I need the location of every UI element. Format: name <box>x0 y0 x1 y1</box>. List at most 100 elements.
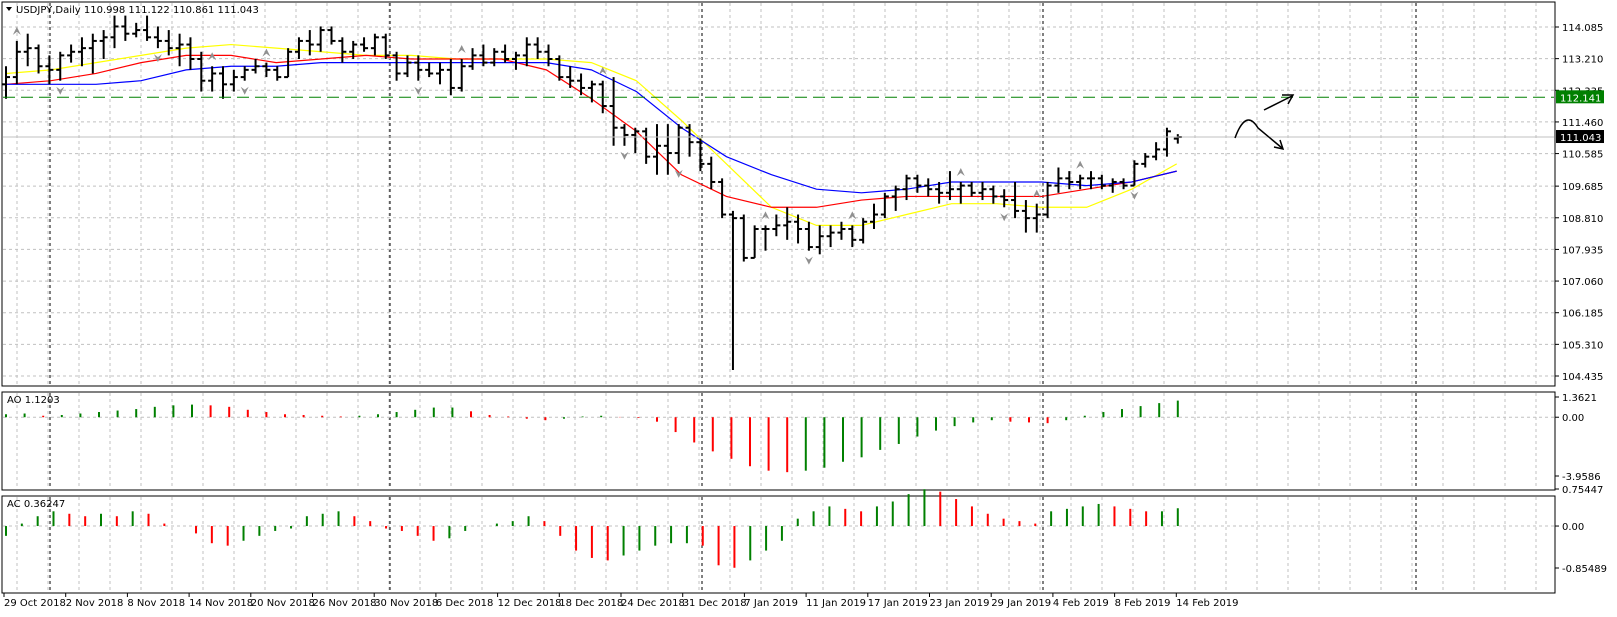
level-badge <box>1556 90 1604 104</box>
fractal-down-icon <box>804 256 813 265</box>
ohlc-bar <box>739 214 748 262</box>
x-axis: 29 Oct 2018 2 Nov 2018 8 Nov 2018 14 Nov 20… <box>3 593 1239 609</box>
price-tick-label: 108.810 <box>1562 214 1603 225</box>
ohlc-bar <box>229 69 238 92</box>
ac-label: AC 0.36247 <box>7 499 65 510</box>
price-tick-label: 109.685 <box>1562 182 1603 193</box>
dropdown-triangle-icon[interactable] <box>6 7 12 11</box>
fractal-up-icon <box>12 26 21 35</box>
ohlc-bar <box>945 171 954 201</box>
ohlc-bar <box>316 26 325 52</box>
ohlc-bar <box>414 55 423 81</box>
ohlc-bar <box>707 156 716 190</box>
x-tick-label: 29 Oct 2018 <box>4 598 66 609</box>
y-axes: 114.085113.210112.335111.460110.585109.6… <box>1555 23 1607 575</box>
ohlc-bar <box>522 37 531 67</box>
ohlc-bar <box>164 30 173 56</box>
ohlc-bar <box>696 138 705 172</box>
moving-average-line <box>5 54 1177 208</box>
ohlc-bar <box>99 30 108 60</box>
ohlc-bar <box>1162 127 1171 157</box>
forecast-up-line <box>1263 95 1293 111</box>
forecast-arrows <box>1234 94 1295 151</box>
ohlc-bar <box>587 80 596 103</box>
ohlc-bar <box>728 210 737 371</box>
price-levels <box>3 96 1554 138</box>
ohlc-bar <box>967 181 976 197</box>
ohlc-bar <box>1043 181 1052 219</box>
ohlc-bar <box>891 185 900 211</box>
ohlc-bar <box>544 44 553 67</box>
ohlc-bar <box>663 124 672 175</box>
ohlc-bar <box>88 33 97 74</box>
fractal-down-icon <box>1000 213 1009 222</box>
ohlc-bar <box>294 37 303 60</box>
ohlc-bar <box>327 26 336 45</box>
ohlc-bar <box>121 15 130 41</box>
fractal-down-icon <box>153 54 162 63</box>
ohlc-bar <box>175 33 184 67</box>
forecast-down-arrowhead <box>1273 139 1285 151</box>
ohlc-bar <box>197 51 206 92</box>
ohlc-bar <box>815 225 824 255</box>
moving-average-line <box>5 43 1178 226</box>
ohlc-bar <box>1065 171 1074 190</box>
ohlc-bar <box>446 59 455 96</box>
fractal-up-icon <box>457 45 466 54</box>
ohlc-bar <box>305 30 314 56</box>
x-tick-label: 30 Nov 2018 <box>374 598 438 609</box>
ohlc-bar <box>425 62 434 78</box>
ohlc-bar <box>262 62 271 78</box>
fractals <box>12 26 1139 265</box>
ohlc-bar <box>240 66 249 81</box>
ohlc-bar <box>880 192 889 219</box>
ohlc-bar <box>208 66 217 92</box>
x-tick-label: 31 Dec 2018 <box>683 598 747 609</box>
ohlc-bar <box>56 51 65 81</box>
ohlc-bar <box>555 55 564 81</box>
ohlc-bar <box>501 44 510 63</box>
ohlc-bar <box>1119 178 1128 190</box>
x-tick-label: 8 Nov 2018 <box>127 598 185 609</box>
ohlc-bar <box>761 225 770 251</box>
ohlc-bar <box>566 66 575 88</box>
indicator-tick-label: 0.75447 <box>1562 485 1603 496</box>
indicator-tick-label: -0.85489 <box>1562 564 1607 575</box>
x-tick-label: 4 Feb 2019 <box>1053 598 1109 609</box>
ohlc-bar <box>1108 178 1117 193</box>
x-tick-label: 8 Feb 2019 <box>1115 598 1171 609</box>
ohlc-bar <box>674 124 683 164</box>
price-tick-label: 107.935 <box>1562 245 1603 256</box>
ohlc-bar <box>1130 160 1139 187</box>
ohlc-bar <box>143 15 152 41</box>
x-tick-label: 18 Dec 2018 <box>559 598 623 609</box>
ohlc-bar <box>1000 189 1009 208</box>
ohlc-bar <box>631 127 640 154</box>
fractal-up-icon <box>598 66 607 75</box>
indicator-tick-label: 0.00 <box>1562 522 1584 533</box>
ohlc-bar <box>837 221 846 240</box>
ohlc-bar <box>1141 153 1150 168</box>
symbol-header: USDJPY,Daily 110.998 111.122 110.861 111… <box>16 5 259 16</box>
fractal-down-icon <box>56 86 65 95</box>
ohlc-bar <box>219 66 227 99</box>
ohlc-bar <box>153 26 162 49</box>
fractal-up-icon <box>262 48 271 57</box>
indicator-tick-label: -3.9586 <box>1562 472 1601 483</box>
level-badge-label: 112.141 <box>1560 93 1601 104</box>
ohlc-bar <box>902 174 911 201</box>
price-tick-label: 106.185 <box>1562 309 1603 320</box>
ohlc-bar <box>1021 200 1030 233</box>
ohlc-bar <box>978 181 987 201</box>
x-tick-label: 17 Jan 2019 <box>868 598 928 609</box>
ohlc-bar <box>533 37 542 60</box>
ohlc-bar <box>457 59 466 92</box>
x-tick-label: 11 Jan 2019 <box>806 598 866 609</box>
fractal-up-icon <box>956 167 965 176</box>
ohlc-bar <box>772 214 781 237</box>
ohlc-bar <box>848 225 857 248</box>
price-tick-label: 105.310 <box>1562 340 1603 351</box>
ohlc-bar <box>642 127 651 164</box>
ohlc-bar <box>34 44 43 74</box>
